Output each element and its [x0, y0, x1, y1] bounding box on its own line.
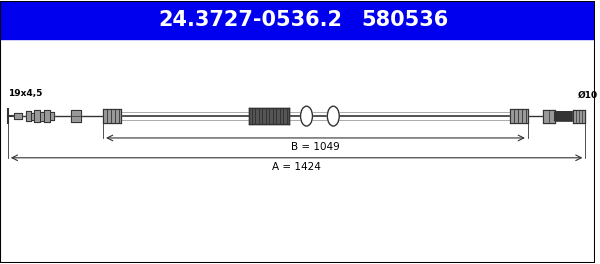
- Bar: [249, 108, 289, 124]
- Bar: [103, 109, 121, 123]
- Ellipse shape: [301, 106, 313, 126]
- Bar: [44, 110, 50, 122]
- Text: A = 1424: A = 1424: [272, 162, 321, 172]
- Text: 580536: 580536: [361, 10, 448, 30]
- Text: B = 1049: B = 1049: [291, 142, 340, 152]
- Bar: [0, 1, 595, 39]
- Text: 24.3727-0536.2: 24.3727-0536.2: [158, 10, 342, 30]
- Text: Ø10: Ø10: [577, 91, 598, 100]
- Text: 19x4,5: 19x4,5: [8, 89, 43, 98]
- Bar: [542, 110, 554, 122]
- Bar: [40, 112, 44, 121]
- Bar: [26, 111, 31, 121]
- Bar: [574, 110, 586, 122]
- Ellipse shape: [328, 106, 339, 126]
- Bar: [34, 110, 40, 122]
- Bar: [71, 110, 82, 122]
- Bar: [510, 109, 528, 123]
- Bar: [50, 112, 53, 120]
- Bar: [31, 113, 34, 120]
- Bar: [14, 113, 22, 119]
